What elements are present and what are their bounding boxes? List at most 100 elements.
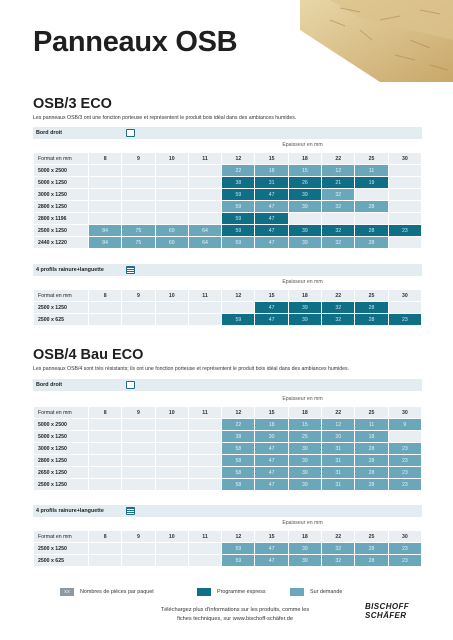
quantity-cell: 18 xyxy=(355,431,388,442)
thickness-header-cell: 22 xyxy=(322,290,355,301)
format-column-header: Format en mm xyxy=(34,407,88,418)
quantity-cell: 47 xyxy=(255,543,288,554)
quantity-cell: 23 xyxy=(388,314,421,325)
dimension-table: Format en mm 8 9 10 11 12 15 18 22 25 30 2500 x 125… xyxy=(33,289,422,326)
legend-express-label: Programme express xyxy=(217,589,266,595)
table-header: 4 profils rainure+languette xyxy=(33,505,422,517)
table-header-row: Format en mm 8 9 10 11 12 15 18 22 25 30 xyxy=(34,153,421,164)
quantity-cell xyxy=(122,189,155,200)
quantity-cell xyxy=(188,479,222,490)
quantity-cell xyxy=(122,443,155,454)
quantity-cell: 15 xyxy=(288,165,322,176)
table-label: 4 profils rainure+languette xyxy=(36,508,104,514)
quantity-cell: 69 xyxy=(155,225,188,236)
quantity-cell xyxy=(122,177,155,188)
panel-edge-straight-icon xyxy=(126,381,135,389)
legend-demand-label: Sur demande xyxy=(310,589,343,595)
quantity-cell: 32 xyxy=(322,237,355,248)
quantity-cell: 28 xyxy=(355,237,388,248)
quantity-cell: 39 xyxy=(288,543,322,554)
thickness-header-cell: 25 xyxy=(355,153,388,164)
legend-pieces-swatch: XX xyxy=(60,588,74,596)
quantity-cell xyxy=(188,165,222,176)
quantity-cell: 38 xyxy=(222,177,255,188)
thickness-header-cell: 30 xyxy=(388,153,421,164)
quantity-cell: 25 xyxy=(288,431,322,442)
quantity-cell: 28 xyxy=(355,443,388,454)
quantity-cell xyxy=(155,419,188,430)
quantity-cell xyxy=(188,467,222,478)
quantity-cell: 23 xyxy=(388,455,421,466)
format-cell: 2500 x 1250 xyxy=(34,479,88,490)
dimension-table: Format en mm 8 9 10 11 12 15 18 22 25 30 2500 x 125… xyxy=(33,530,422,567)
quantity-cell xyxy=(122,314,155,325)
quantity-cell: 39 xyxy=(288,225,322,236)
table-row: 3000 x 1250 59 47 39 32 xyxy=(34,189,421,200)
format-cell: 5000 x 2500 xyxy=(34,419,88,430)
legend-pieces-label: Nombres de pièces par paquet xyxy=(80,589,154,595)
quantity-cell xyxy=(155,467,188,478)
quantity-cell: 28 xyxy=(355,225,388,236)
quantity-cell: 58 xyxy=(222,479,255,490)
quantity-cell: 47 xyxy=(255,201,288,212)
table-row: 2500 x 1250 84 75 69 64 59 47 39 32 28 23 xyxy=(34,225,421,236)
quantity-cell xyxy=(188,314,222,325)
table-row: 2650 x 1250 58 47 39 31 28 23 xyxy=(34,467,421,478)
table-header: Bord droit xyxy=(33,127,422,139)
quantity-cell: 26 xyxy=(288,177,322,188)
quantity-cell xyxy=(188,302,222,313)
format-cell: 2440 x 1220 xyxy=(34,237,88,248)
quantity-cell xyxy=(89,431,122,442)
thickness-header-cell: 18 xyxy=(288,153,322,164)
quantity-cell: 59 xyxy=(222,555,255,566)
footer-line-2: fiches techniques, sur www.bischoff-schä… xyxy=(177,616,293,622)
table-row: 5000 x 1250 38 31 26 21 19 xyxy=(34,177,421,188)
quantity-cell: 39 xyxy=(288,479,322,490)
table-row: 2500 x 1250 47 39 32 28 xyxy=(34,302,421,313)
brand-logo: BISCHOFF SCHÄFER xyxy=(365,602,409,620)
quantity-cell: 23 xyxy=(388,443,421,454)
quantity-cell xyxy=(89,189,122,200)
quantity-cell: 58 xyxy=(222,455,255,466)
quantity-cell xyxy=(122,201,155,212)
table-row: 5000 x 2500 22 18 15 12 11 9 xyxy=(34,419,421,430)
table-label: Bord droit xyxy=(36,130,63,136)
table-row: 2800 x 1196 59 47 xyxy=(34,213,421,224)
quantity-cell: 23 xyxy=(388,467,421,478)
format-column-header: Format en mm xyxy=(34,531,88,542)
quantity-cell: 59 xyxy=(222,213,255,224)
thickness-header-cell: 11 xyxy=(188,531,222,542)
quantity-cell xyxy=(89,467,122,478)
quantity-cell xyxy=(355,213,388,224)
quantity-cell: 64 xyxy=(188,225,222,236)
quantity-cell: 32 xyxy=(322,201,355,212)
quantity-cell: 32 xyxy=(322,543,355,554)
quantity-cell xyxy=(89,543,122,554)
quantity-cell: 28 xyxy=(355,314,388,325)
quantity-cell: 22 xyxy=(222,165,255,176)
thickness-header-cell: 18 xyxy=(288,290,322,301)
quantity-cell: 39 xyxy=(288,237,322,248)
legend-express-swatch xyxy=(197,588,211,596)
quantity-cell: 28 xyxy=(355,467,388,478)
quantity-cell xyxy=(155,213,188,224)
brand-line-2: SCHÄFER xyxy=(365,611,407,620)
quantity-cell: 47 xyxy=(255,479,288,490)
thickness-caption: Epaisseur en mm xyxy=(282,520,323,526)
format-cell: 2500 x 1250 xyxy=(34,225,88,236)
thickness-header-cell: 25 xyxy=(355,531,388,542)
quantity-cell: 22 xyxy=(222,419,255,430)
thickness-header-cell: 9 xyxy=(122,531,155,542)
quantity-cell: 11 xyxy=(355,165,388,176)
quantity-cell xyxy=(188,201,222,212)
quantity-cell: 59 xyxy=(222,314,255,325)
quantity-cell xyxy=(122,431,155,442)
quantity-cell: 39 xyxy=(288,443,322,454)
format-cell: 3000 x 1250 xyxy=(34,189,88,200)
thickness-header-cell: 15 xyxy=(255,290,288,301)
quantity-cell: 47 xyxy=(255,237,288,248)
thickness-header-cell: 15 xyxy=(255,407,288,418)
dimension-table: Format en mm 8 9 10 11 12 15 18 22 25 30 5000 x 250… xyxy=(33,152,422,249)
quantity-cell xyxy=(388,213,421,224)
table-row: 2800 x 1250 58 47 39 31 28 23 xyxy=(34,455,421,466)
